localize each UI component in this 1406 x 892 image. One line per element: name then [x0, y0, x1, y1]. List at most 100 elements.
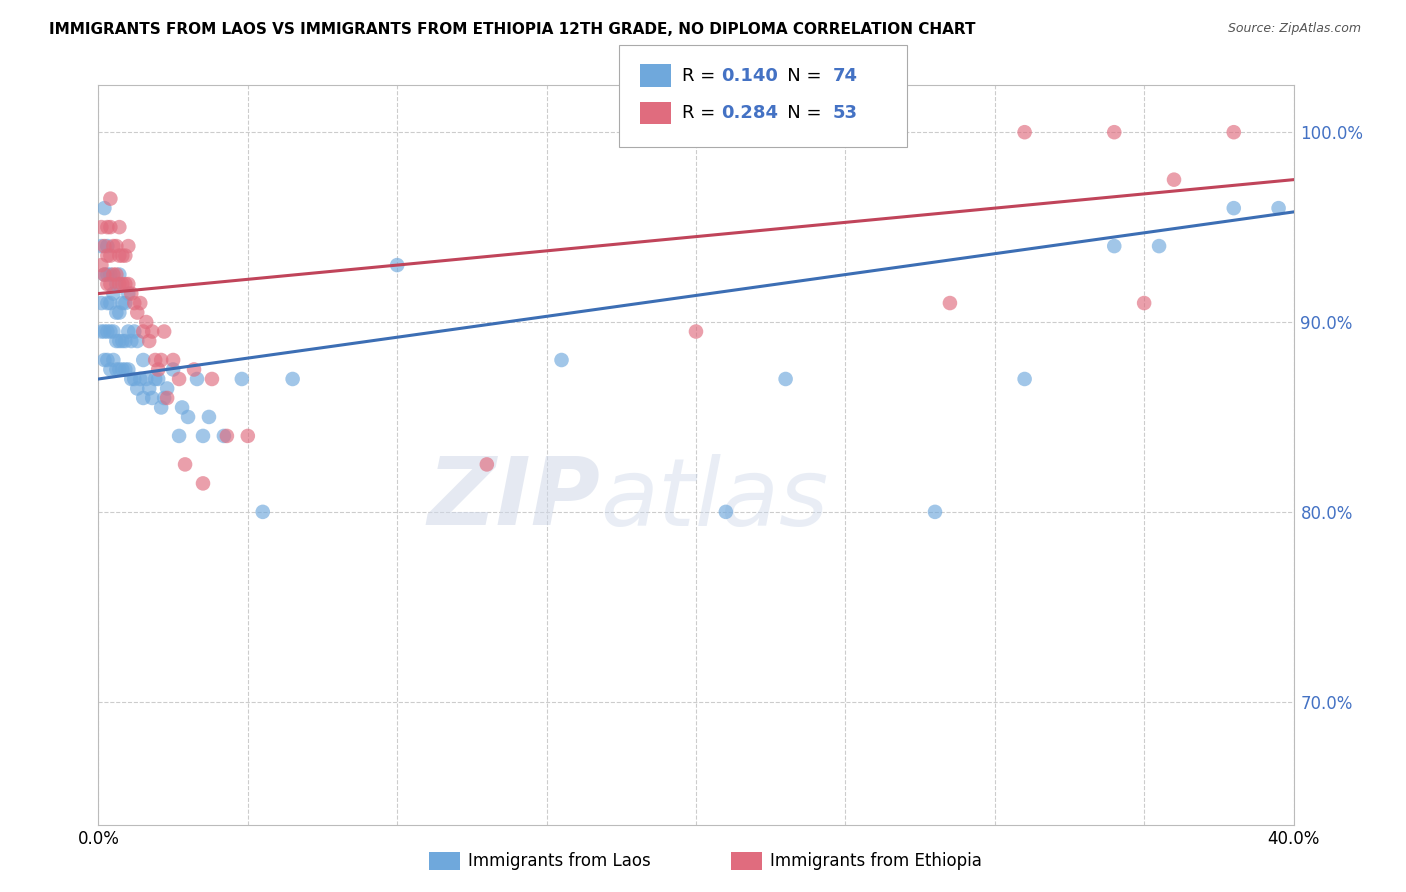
Point [475, 458, 498, 472]
Point [1104, 125, 1126, 139]
Point [167, 372, 190, 386]
Point [111, 362, 134, 376]
Point [108, 220, 131, 235]
Point [132, 391, 155, 405]
Point [156, 382, 179, 396]
Text: 0.284: 0.284 [721, 104, 779, 122]
Point [215, 429, 238, 443]
Point [96, 268, 118, 282]
Text: 0.140: 0.140 [721, 67, 778, 85]
Point [114, 334, 136, 348]
Point [117, 362, 139, 376]
Point [124, 372, 146, 386]
Point [98, 249, 122, 263]
Text: Source: ZipAtlas.com: Source: ZipAtlas.com [1227, 22, 1361, 36]
Point [939, 296, 962, 310]
Point [90, 220, 112, 235]
Point [108, 249, 131, 263]
Point [1267, 201, 1289, 215]
Point [108, 305, 131, 319]
Point [153, 325, 176, 339]
Point [120, 286, 142, 301]
Point [124, 296, 146, 310]
Point [105, 305, 128, 319]
Point [111, 249, 134, 263]
Point [103, 286, 125, 301]
Point [186, 372, 208, 386]
Point [114, 277, 136, 291]
Point [143, 372, 166, 386]
Point [98, 192, 122, 206]
Point [150, 353, 173, 368]
Point [96, 239, 118, 253]
Point [98, 296, 122, 310]
Point [685, 325, 707, 339]
Point [114, 362, 136, 376]
Point [129, 296, 152, 310]
Point [191, 429, 214, 443]
Point [105, 334, 128, 348]
Point [96, 325, 118, 339]
Point [174, 458, 197, 472]
Point [775, 372, 797, 386]
Point [714, 505, 737, 519]
Text: N =: N = [770, 67, 828, 85]
Point [198, 409, 221, 424]
Point [252, 505, 274, 519]
Text: N =: N = [770, 104, 828, 122]
Text: Immigrants from Laos: Immigrants from Laos [468, 852, 651, 870]
Point [1014, 125, 1036, 139]
Point [114, 249, 136, 263]
Point [132, 325, 155, 339]
Point [1014, 372, 1036, 386]
Point [924, 505, 946, 519]
Point [108, 277, 131, 291]
Point [1104, 239, 1126, 253]
Point [1147, 239, 1170, 253]
Point [231, 372, 253, 386]
Text: R =: R = [682, 104, 721, 122]
Point [127, 305, 149, 319]
Point [1133, 296, 1156, 310]
Point [183, 362, 205, 376]
Point [132, 353, 155, 368]
Point [1163, 172, 1185, 186]
Point [148, 372, 170, 386]
Point [93, 239, 115, 253]
Point [172, 401, 194, 415]
Text: IMMIGRANTS FROM LAOS VS IMMIGRANTS FROM ETHIOPIA 12TH GRADE, NO DIPLOMA CORRELAT: IMMIGRANTS FROM LAOS VS IMMIGRANTS FROM … [49, 22, 976, 37]
Point [96, 249, 118, 263]
Point [105, 239, 128, 253]
Point [162, 362, 184, 376]
Point [117, 277, 139, 291]
Point [93, 268, 115, 282]
Point [124, 325, 146, 339]
Point [103, 325, 125, 339]
Point [117, 286, 139, 301]
Point [1223, 125, 1246, 139]
Point [105, 277, 128, 291]
Point [98, 220, 122, 235]
Point [117, 325, 139, 339]
Text: ZIP: ZIP [427, 453, 600, 545]
Point [96, 220, 118, 235]
Point [201, 372, 224, 386]
Point [150, 401, 173, 415]
Point [96, 277, 118, 291]
Point [103, 353, 125, 368]
Point [90, 325, 112, 339]
Point [93, 268, 115, 282]
Point [93, 201, 115, 215]
Point [114, 296, 136, 310]
Point [162, 353, 184, 368]
Point [127, 334, 149, 348]
Point [103, 239, 125, 253]
Point [167, 429, 190, 443]
Point [138, 382, 160, 396]
Point [127, 382, 149, 396]
Point [120, 334, 142, 348]
Point [135, 372, 157, 386]
Point [108, 334, 131, 348]
Point [117, 239, 139, 253]
Point [135, 315, 157, 329]
